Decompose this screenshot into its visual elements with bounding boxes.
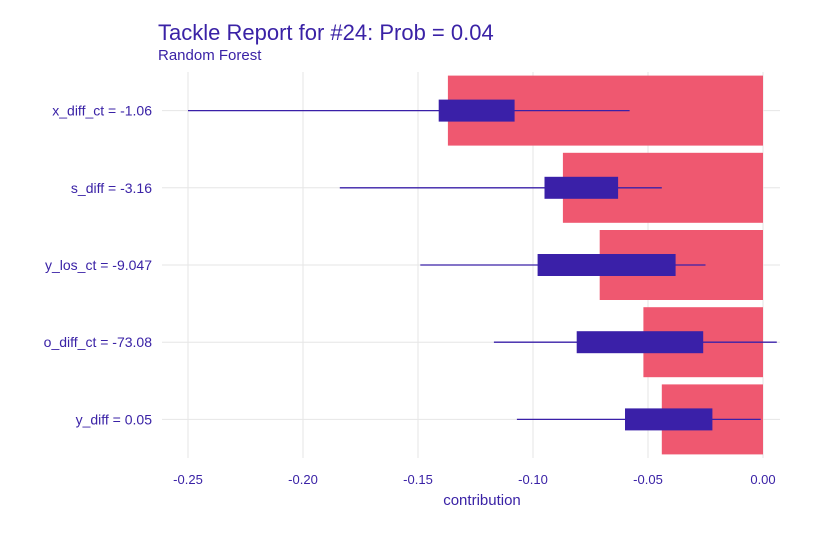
- y-tick-label: y_diff = 0.05: [76, 411, 153, 427]
- y-tick-label: x_diff_ct = -1.06: [52, 103, 152, 119]
- x-tick-label: -0.20: [288, 472, 318, 487]
- x-axis-label: contribution: [443, 492, 521, 509]
- x-tick-labels: -0.25 -0.20 -0.15 -0.10 -0.05 0.00: [173, 472, 775, 487]
- boxplot-box: [438, 99, 515, 122]
- boxplot-box: [625, 408, 713, 431]
- chart-title: Tackle Report for #24: Prob = 0.04: [158, 20, 494, 45]
- x-tick-label: -0.25: [173, 472, 203, 487]
- boxplot-box: [576, 331, 704, 354]
- x-tick-label: -0.15: [403, 472, 433, 487]
- boxplot-box: [544, 176, 619, 199]
- x-tick-label: -0.05: [633, 472, 663, 487]
- x-tick-label: -0.10: [518, 472, 548, 487]
- y-tick-label: o_diff_ct = -73.08: [44, 334, 153, 350]
- y-tick-labels: x_diff_ct = -1.06 s_diff = -3.16 y_los_ct …: [44, 103, 153, 428]
- x-tick-label: 0.00: [750, 472, 775, 487]
- boxplot-box: [537, 254, 676, 276]
- boxplots: [188, 99, 777, 431]
- chart-subtitle: Random Forest: [158, 47, 262, 64]
- y-tick-label: s_diff = -3.16: [71, 180, 152, 196]
- y-tick-label: y_los_ct = -9.047: [45, 257, 152, 273]
